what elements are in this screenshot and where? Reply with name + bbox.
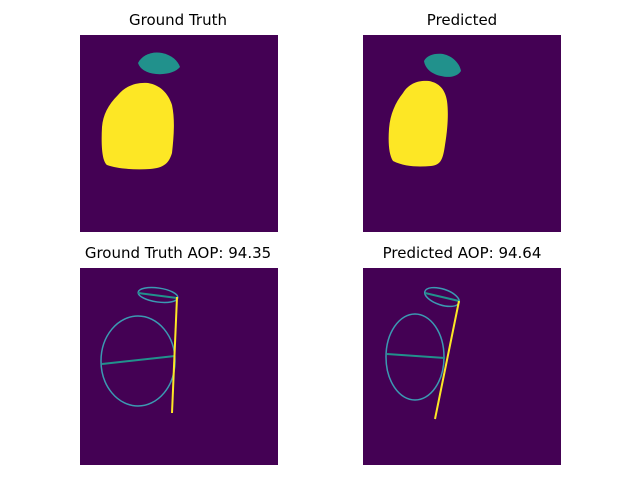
large-axis-line: [386, 353, 446, 359]
panel-title-predicted-aop: Predicted AOP: 94.64: [382, 244, 542, 262]
mask-large-segment: [101, 82, 174, 170]
plot-background: [363, 268, 561, 465]
ground-truth-aop-plot: [80, 268, 278, 465]
mask-small-segment: [138, 52, 180, 75]
ground-truth-mask: [80, 35, 278, 232]
small-axis-line: [137, 292, 178, 299]
panel-title-predicted: Predicted: [426, 11, 498, 29]
mask-large-segment: [388, 80, 448, 167]
aop-main-line: [171, 296, 178, 414]
aop-main-line: [434, 300, 460, 420]
plot-background: [80, 268, 278, 465]
panel-title-ground-truth-aop: Ground Truth AOP: 94.35: [84, 244, 272, 262]
predicted-aop-plot: [363, 268, 561, 465]
large-axis-line: [101, 355, 176, 365]
small-axis-line: [424, 292, 460, 302]
panel-title-ground-truth: Ground Truth: [129, 11, 227, 29]
mask-small-segment: [424, 53, 461, 77]
predicted-mask: [363, 35, 561, 232]
